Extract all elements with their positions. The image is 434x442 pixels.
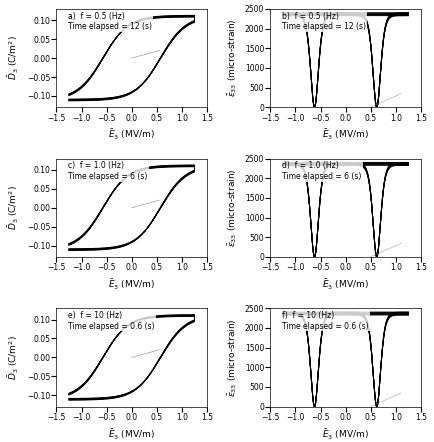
Text: d)  f = 1.0 (Hz)
Time elapsed = 6 (s): d) f = 1.0 (Hz) Time elapsed = 6 (s) (283, 161, 362, 181)
X-axis label: $\bar{E}_3$ (MV/m): $\bar{E}_3$ (MV/m) (108, 427, 155, 442)
X-axis label: $\bar{E}_3$ (MV/m): $\bar{E}_3$ (MV/m) (108, 278, 155, 292)
Text: e)  f = 10 (Hz)
Time elapsed = 0.6 (s): e) f = 10 (Hz) Time elapsed = 0.6 (s) (69, 311, 155, 331)
Y-axis label: $\bar{D}_3$ (C/m$^2$): $\bar{D}_3$ (C/m$^2$) (7, 185, 21, 230)
Y-axis label: $\bar{\varepsilon}_{33}$ (micro-strain): $\bar{\varepsilon}_{33}$ (micro-strain) (227, 168, 239, 247)
Text: f)  f = 10 (Hz)
Time elapsed = 0.6 (s): f) f = 10 (Hz) Time elapsed = 0.6 (s) (283, 311, 369, 331)
Text: c)  f = 1.0 (Hz)
Time elapsed = 6 (s): c) f = 1.0 (Hz) Time elapsed = 6 (s) (69, 161, 148, 181)
X-axis label: $\bar{E}_3$ (MV/m): $\bar{E}_3$ (MV/m) (108, 128, 155, 142)
Text: a)  f = 0.5 (Hz)
Time elapsed = 12 (s): a) f = 0.5 (Hz) Time elapsed = 12 (s) (69, 12, 152, 31)
X-axis label: $\bar{E}_3$ (MV/m): $\bar{E}_3$ (MV/m) (322, 128, 369, 142)
Y-axis label: $\bar{D}_3$ (C/m$^2$): $\bar{D}_3$ (C/m$^2$) (7, 335, 21, 380)
Text: b)  f = 0.5 (Hz)
Time elapsed = 12 (s): b) f = 0.5 (Hz) Time elapsed = 12 (s) (283, 12, 366, 31)
Y-axis label: $\bar{\varepsilon}_{33}$ (micro-strain): $\bar{\varepsilon}_{33}$ (micro-strain) (227, 19, 239, 97)
X-axis label: $\bar{E}_3$ (MV/m): $\bar{E}_3$ (MV/m) (322, 278, 369, 292)
Y-axis label: $\bar{\varepsilon}_{33}$ (micro-strain): $\bar{\varepsilon}_{33}$ (micro-strain) (227, 318, 239, 397)
X-axis label: $\bar{E}_3$ (MV/m): $\bar{E}_3$ (MV/m) (322, 427, 369, 442)
Y-axis label: $\bar{D}_3$ (C/m$^2$): $\bar{D}_3$ (C/m$^2$) (7, 36, 21, 80)
